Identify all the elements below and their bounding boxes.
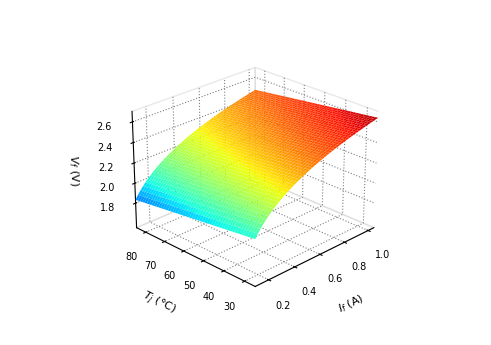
X-axis label: $I_f$ (A): $I_f$ (A) [336, 292, 366, 316]
Y-axis label: $T_j$ (°C): $T_j$ (°C) [139, 288, 179, 319]
